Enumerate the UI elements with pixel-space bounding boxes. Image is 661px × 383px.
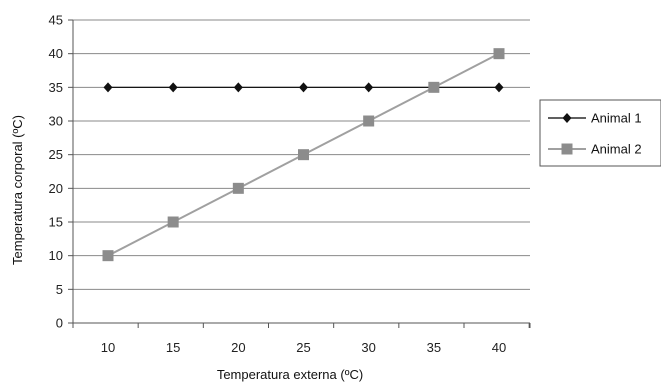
- y-tick-label: 35: [49, 80, 63, 95]
- x-tick-label: 30: [361, 340, 375, 355]
- y-axis-title: Temperatura corporal (ºC): [10, 115, 25, 265]
- series-1-point: [168, 82, 178, 93]
- legend-label-1: Animal 1: [591, 111, 642, 126]
- series-1-point: [364, 82, 374, 93]
- markers: [102, 48, 505, 262]
- y-tick-label: 25: [49, 147, 63, 162]
- x-tick-label: 40: [492, 340, 506, 355]
- series-1-point: [299, 82, 308, 93]
- series-2-point: [298, 149, 309, 161]
- legend: Animal 1 Animal 2: [539, 99, 661, 167]
- y-tick-label: 15: [49, 215, 63, 230]
- y-tick-labels: 0 5 10 15 20 25 30 35 40 45: [49, 13, 63, 331]
- x-tick-labels: 10 15 20 25 30 35 40: [101, 340, 506, 355]
- y-tick-label: 5: [56, 282, 63, 297]
- legend-label-2: Animal 2: [591, 142, 642, 157]
- series-2-point: [493, 48, 505, 60]
- x-tick-label: 35: [427, 340, 441, 355]
- series-2-point: [102, 250, 114, 262]
- legend-box: [539, 99, 661, 167]
- y-tick-label: 30: [49, 114, 63, 129]
- y-tick-label: 20: [49, 181, 63, 196]
- axes: [68, 19, 531, 328]
- x-tick-label: 15: [166, 340, 180, 355]
- y-tick-label: 10: [49, 248, 63, 263]
- series-2-point: [167, 216, 179, 228]
- x-tick-label: 10: [101, 340, 115, 355]
- series-1-point: [494, 82, 504, 93]
- x-tick-label: 20: [231, 340, 245, 355]
- x-axis-title: Temperatura externa (ºC): [217, 367, 363, 382]
- legend-marker-square: [561, 143, 573, 155]
- legend-marker-diamond: [562, 113, 572, 123]
- series-2-point: [428, 81, 440, 93]
- series-2-point: [232, 182, 244, 194]
- series-1-point: [233, 82, 243, 93]
- series-1-point: [103, 82, 113, 93]
- y-tick-label: 40: [49, 46, 63, 61]
- series-2-point: [363, 115, 375, 127]
- y-tick-label: 45: [49, 13, 63, 28]
- x-tick-label: 25: [296, 340, 310, 355]
- y-tick-label: 0: [56, 316, 63, 331]
